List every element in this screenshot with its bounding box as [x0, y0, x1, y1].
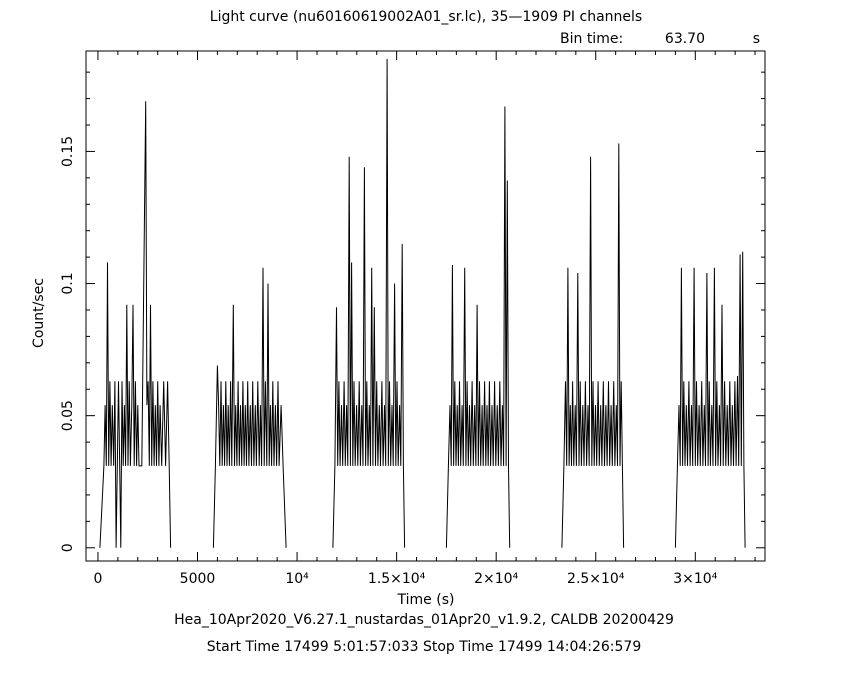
- y-tick-label: 0: [60, 543, 76, 552]
- light-curve-segment: [99, 101, 172, 548]
- x-tick-label: 0: [93, 571, 102, 587]
- axis-ticks: [86, 51, 765, 561]
- light-curve-segment: [332, 58, 406, 548]
- light-curve-segment: [674, 251, 746, 548]
- light-curve-segment: [445, 106, 511, 548]
- bin-time-label: Bin time:: [560, 31, 623, 47]
- footer-time-line: Start Time 17499 5:01:57:033 Stop Time 1…: [207, 639, 642, 655]
- x-tick-label: 2.5×10⁴: [567, 571, 625, 587]
- footer-software-line: Hea_10Apr2020_V6.27.1_nustardas_01Apr20_…: [174, 612, 674, 628]
- x-tick-label: 10⁴: [285, 571, 309, 587]
- light-curve-segment: [212, 267, 287, 548]
- bin-time-unit: s: [753, 31, 760, 47]
- x-axis-label: Time (s): [397, 592, 455, 608]
- y-axis-label: Count/sec: [31, 278, 47, 348]
- plot-frame: [85, 50, 766, 562]
- x-tick-label: 5000: [180, 571, 216, 587]
- axis-tick-labels: 0 5000 10⁴ 1.5×10⁴ 2×10⁴ 2.5×10⁴ 3×10⁴ 0 0.05 0.1…: [60, 136, 718, 587]
- light-curve-segment: [561, 143, 625, 548]
- bin-time-value: 63.70: [665, 31, 705, 47]
- y-tick-label: 0.1: [60, 272, 76, 294]
- x-tick-label: 1.5×10⁴: [368, 571, 426, 587]
- y-tick-label: 0.05: [60, 400, 76, 431]
- y-tick-label: 0.15: [60, 136, 76, 167]
- x-tick-label: 2×10⁴: [474, 571, 518, 587]
- chart-title: Light curve (nu60160619002A01_sr.lc), 35…: [210, 9, 642, 25]
- series-group: [99, 58, 746, 548]
- x-tick-label: 3×10⁴: [673, 571, 717, 587]
